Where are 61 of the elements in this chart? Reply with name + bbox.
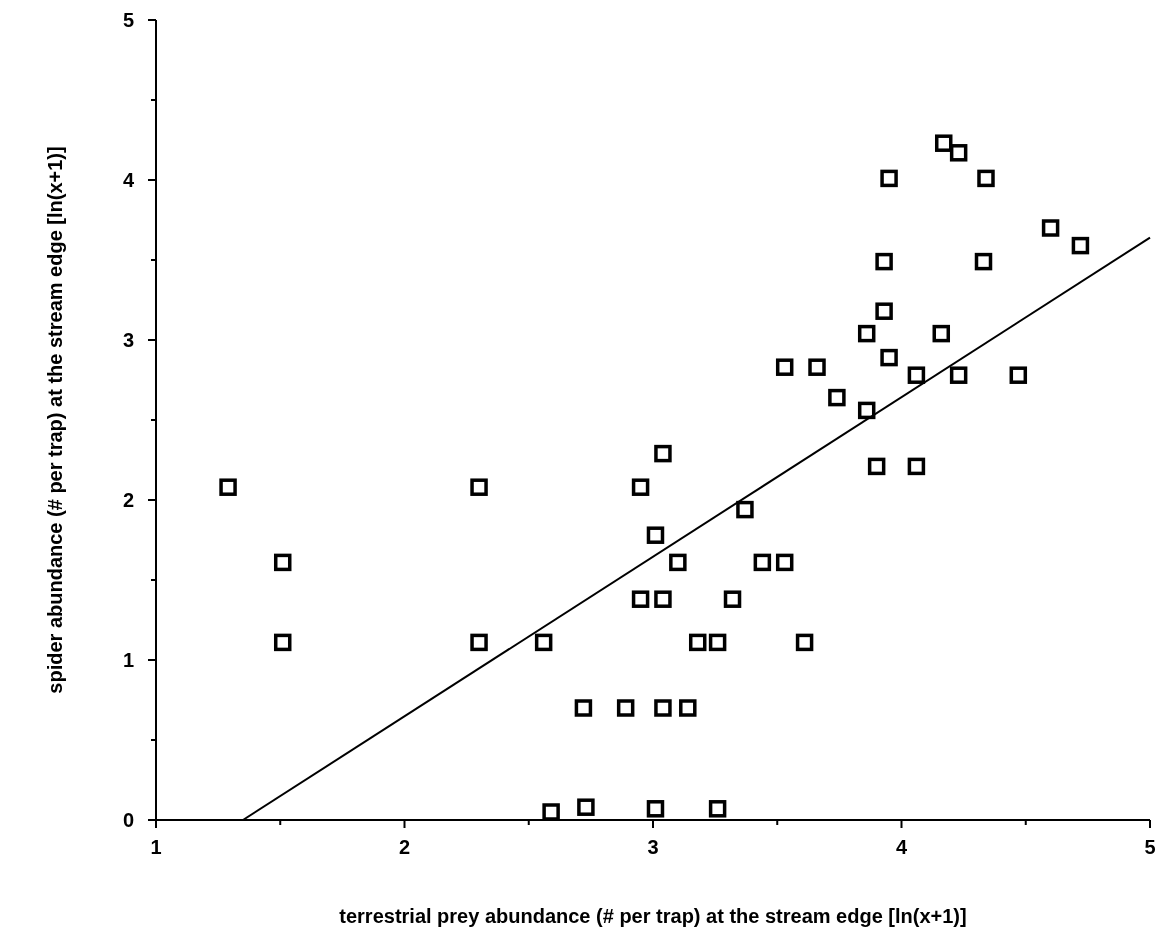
point bbox=[646, 526, 665, 544]
point bbox=[654, 699, 672, 717]
point bbox=[470, 633, 488, 652]
point bbox=[795, 633, 814, 652]
point bbox=[273, 633, 292, 652]
x-tick-label: 5 bbox=[1144, 836, 1156, 858]
y-tick-label: 2 bbox=[122, 489, 134, 511]
point bbox=[907, 457, 926, 476]
point bbox=[828, 388, 846, 407]
point bbox=[775, 358, 794, 376]
point bbox=[775, 553, 794, 572]
point bbox=[679, 699, 697, 717]
point bbox=[753, 553, 772, 572]
point bbox=[708, 633, 727, 652]
point bbox=[631, 478, 650, 496]
point bbox=[808, 358, 826, 376]
point bbox=[932, 324, 951, 343]
point bbox=[577, 798, 595, 816]
point bbox=[574, 699, 593, 717]
x-tick-label: 4 bbox=[895, 836, 908, 858]
point bbox=[646, 800, 665, 818]
y-tick-label: 3 bbox=[122, 329, 134, 351]
x-tick-label: 2 bbox=[398, 836, 411, 858]
point bbox=[708, 800, 727, 818]
x-axis-title: terrestrial prey abundance (# per trap) at the stream edge [ln(x+1)] bbox=[339, 905, 967, 927]
point bbox=[736, 500, 754, 519]
y-tick-label: 5 bbox=[122, 9, 134, 31]
point bbox=[669, 553, 687, 572]
x-tick-label: 3 bbox=[647, 836, 659, 858]
point bbox=[875, 252, 893, 271]
point bbox=[977, 169, 995, 188]
point bbox=[534, 633, 553, 652]
point bbox=[1009, 366, 1028, 384]
point bbox=[654, 444, 672, 463]
point bbox=[867, 457, 886, 476]
point bbox=[857, 401, 876, 420]
point bbox=[857, 324, 876, 343]
point bbox=[542, 803, 560, 821]
y-tick-label: 4 bbox=[122, 169, 135, 191]
point bbox=[1041, 219, 1060, 237]
point bbox=[688, 633, 707, 652]
y-tick-label: 0 bbox=[122, 809, 134, 831]
point bbox=[616, 699, 635, 717]
y-axis-title: spider abundance (# per trap) at the stream edge [ln(x+1)] bbox=[44, 146, 66, 694]
point bbox=[723, 590, 742, 608]
point bbox=[219, 478, 237, 496]
x-tick-label: 1 bbox=[150, 836, 162, 858]
point bbox=[949, 144, 968, 162]
point bbox=[880, 348, 898, 367]
point bbox=[875, 302, 893, 320]
y-tick-label: 1 bbox=[122, 649, 134, 671]
point bbox=[935, 134, 953, 152]
point bbox=[880, 169, 898, 188]
point bbox=[654, 590, 672, 608]
point bbox=[949, 366, 968, 384]
point bbox=[631, 590, 650, 608]
point bbox=[470, 478, 488, 496]
point bbox=[974, 252, 993, 271]
point bbox=[273, 553, 292, 572]
point bbox=[1071, 236, 1090, 255]
point bbox=[907, 366, 926, 384]
